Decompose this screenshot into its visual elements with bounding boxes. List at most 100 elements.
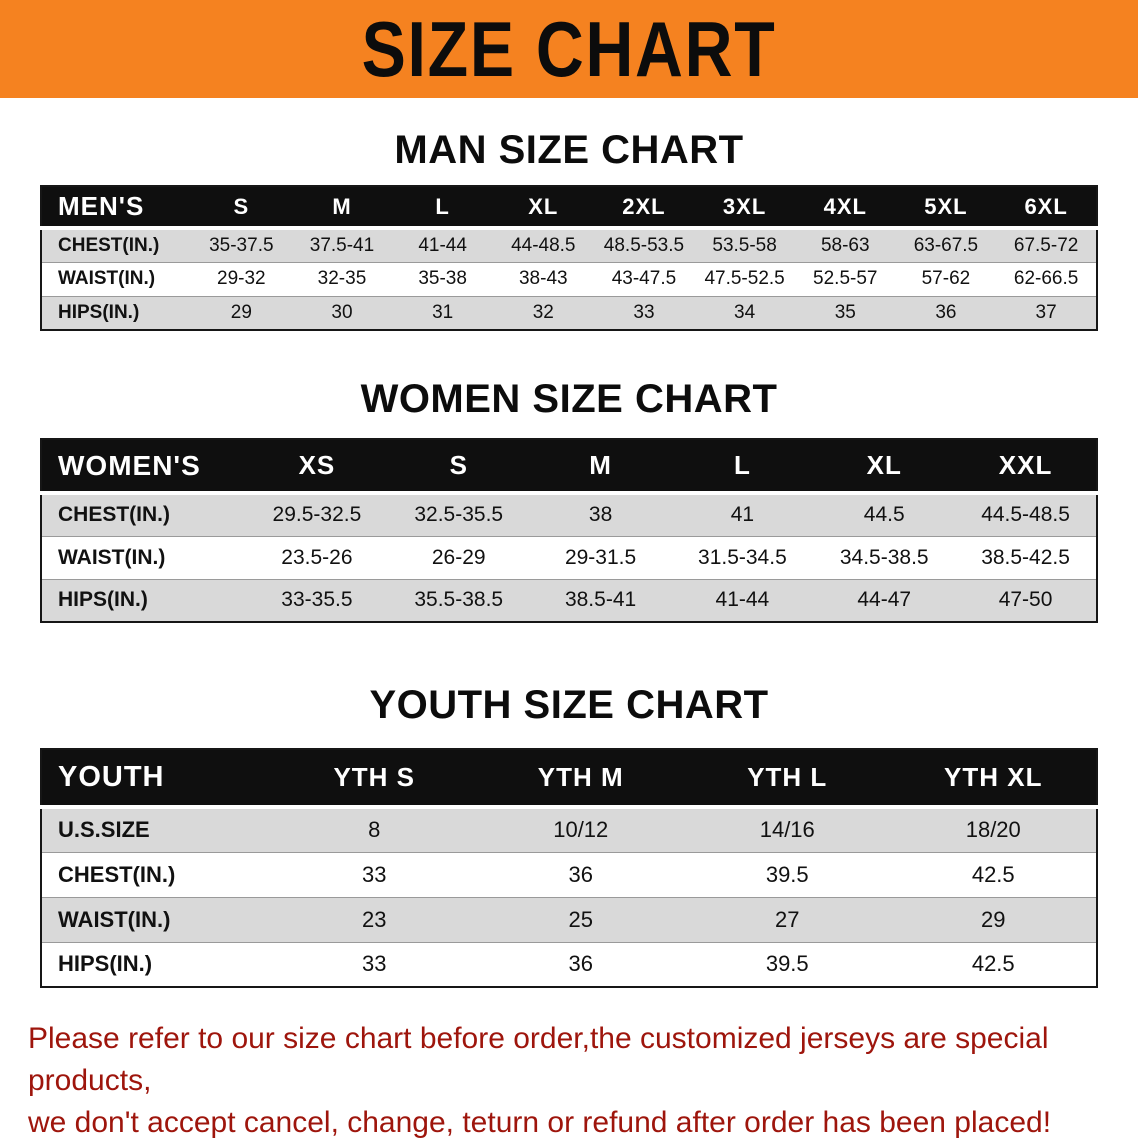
size-cell: 33 bbox=[271, 851, 478, 897]
size-cell: 41 bbox=[671, 492, 814, 536]
size-cell: 42.5 bbox=[890, 941, 1097, 987]
table-title-cell: YOUTH bbox=[41, 749, 271, 809]
size-cell: 67.5-72 bbox=[996, 227, 1097, 262]
column-header: XL bbox=[492, 186, 594, 230]
men-heading: MAN SIZE CHART bbox=[394, 128, 744, 172]
size-cell: 34.5-38.5 bbox=[813, 535, 956, 579]
table-header-row: MEN'S S M L XL 2XL 3XL 4XL 5XL 6XL bbox=[41, 186, 1097, 230]
column-header: L bbox=[671, 439, 814, 495]
table-title-cell: MEN'S bbox=[41, 186, 191, 230]
size-cell: 53.5-58 bbox=[694, 227, 795, 262]
row-label: HIPS(IN.) bbox=[41, 295, 191, 330]
table-row: U.S.SIZE 8 10/12 14/16 18/20 bbox=[41, 806, 1097, 852]
table-header-row: YOUTH YTH S YTH M YTH L YTH XL bbox=[41, 749, 1097, 809]
size-cell: 37 bbox=[996, 295, 1097, 330]
youth-section: YOUTH SIZE CHART YOUTH YTH S YTH M YTH L YTH… bbox=[0, 683, 1138, 988]
size-cell: 34 bbox=[694, 295, 795, 330]
row-label: CHEST(IN.) bbox=[41, 492, 246, 536]
size-cell: 23.5-26 bbox=[246, 535, 388, 579]
banner: SIZE CHART bbox=[0, 0, 1138, 98]
table-title-cell: WOMEN'S bbox=[41, 439, 246, 495]
size-cell: 38 bbox=[529, 492, 672, 536]
size-cell: 29 bbox=[191, 295, 292, 330]
size-cell: 35-38 bbox=[392, 261, 493, 296]
size-cell: 38-43 bbox=[492, 261, 594, 296]
row-label: WAIST(IN.) bbox=[41, 896, 271, 942]
size-cell: 31 bbox=[392, 295, 493, 330]
column-header: XS bbox=[246, 439, 388, 495]
size-cell: 10/12 bbox=[477, 806, 684, 852]
table-row: WAIST(IN.) 23 25 27 29 bbox=[41, 896, 1097, 942]
men-section: MAN SIZE CHART MEN'S S M L XL 2XL 3XL 4XL 5XL 6XL… bbox=[0, 128, 1138, 331]
size-cell: 25 bbox=[477, 896, 684, 942]
column-header: 6XL bbox=[996, 186, 1097, 230]
table-row: HIPS(IN.) 29 30 31 32 33 34 35 36 37 bbox=[41, 295, 1097, 330]
youth-heading: YOUTH SIZE CHART bbox=[369, 683, 769, 727]
size-cell: 52.5-57 bbox=[794, 261, 896, 296]
column-header: YTH M bbox=[477, 749, 684, 809]
size-cell: 29 bbox=[890, 896, 1097, 942]
column-header: 5XL bbox=[895, 186, 997, 230]
column-header: XXL bbox=[955, 439, 1097, 495]
men-size-table: MEN'S S M L XL 2XL 3XL 4XL 5XL 6XL CHEST(IN.) 35-37… bbox=[40, 185, 1098, 331]
table-row: HIPS(IN.) 33 36 39.5 42.5 bbox=[41, 941, 1097, 987]
disclaimer: Please refer to our size chart before or… bbox=[0, 1018, 1138, 1144]
row-label: HIPS(IN.) bbox=[41, 941, 271, 987]
women-size-table: WOMEN'S XS S M L XL XXL CHEST(IN.) 29.5-32.5 32.5… bbox=[40, 438, 1098, 623]
size-cell: 36 bbox=[895, 295, 997, 330]
column-header: L bbox=[392, 186, 493, 230]
size-cell: 44.5-48.5 bbox=[955, 492, 1097, 536]
table-row: CHEST(IN.) 29.5-32.5 32.5-35.5 38 41 44.5 44.5… bbox=[41, 492, 1097, 536]
size-cell: 33 bbox=[271, 941, 478, 987]
size-cell: 58-63 bbox=[794, 227, 896, 262]
size-cell: 39.5 bbox=[684, 941, 891, 987]
size-cell: 14/16 bbox=[684, 806, 891, 852]
row-label: HIPS(IN.) bbox=[41, 578, 246, 622]
women-heading: WOMEN SIZE CHART bbox=[360, 377, 778, 421]
size-table: WOMEN'S XS S M L XL XXL CHEST(IN.) 29.5-32.5 32.5… bbox=[40, 438, 1098, 623]
size-cell: 43-47.5 bbox=[593, 261, 695, 296]
size-cell: 8 bbox=[271, 806, 478, 852]
size-cell: 33-35.5 bbox=[246, 578, 388, 622]
column-header: 4XL bbox=[794, 186, 896, 230]
disclaimer-line-2: we don't accept cancel, change, teturn o… bbox=[28, 1106, 1052, 1139]
size-cell: 38.5-41 bbox=[529, 578, 672, 622]
size-cell: 35-37.5 bbox=[191, 227, 292, 262]
size-cell: 41-44 bbox=[671, 578, 814, 622]
size-cell: 26-29 bbox=[387, 535, 530, 579]
size-cell: 23 bbox=[271, 896, 478, 942]
size-cell: 42.5 bbox=[890, 851, 1097, 897]
size-cell: 29-31.5 bbox=[529, 535, 672, 579]
size-cell: 38.5-42.5 bbox=[955, 535, 1097, 579]
size-cell: 32-35 bbox=[291, 261, 393, 296]
size-cell: 30 bbox=[291, 295, 393, 330]
table-row: WAIST(IN.) 29-32 32-35 35-38 38-43 43-47.5 47.… bbox=[41, 261, 1097, 296]
size-cell: 41-44 bbox=[392, 227, 493, 262]
size-cell: 29.5-32.5 bbox=[246, 492, 388, 536]
size-cell: 31.5-34.5 bbox=[671, 535, 814, 579]
row-label: U.S.SIZE bbox=[41, 806, 271, 852]
size-cell: 18/20 bbox=[890, 806, 1097, 852]
size-cell: 32.5-35.5 bbox=[387, 492, 530, 536]
page-title: SIZE CHART bbox=[361, 4, 777, 93]
size-cell: 39.5 bbox=[684, 851, 891, 897]
size-cell: 32 bbox=[492, 295, 594, 330]
column-header: M bbox=[529, 439, 672, 495]
size-cell: 48.5-53.5 bbox=[593, 227, 695, 262]
size-cell: 35.5-38.5 bbox=[387, 578, 530, 622]
size-cell: 63-67.5 bbox=[895, 227, 997, 262]
column-header: YTH S bbox=[271, 749, 478, 809]
column-header: S bbox=[191, 186, 292, 230]
row-label: WAIST(IN.) bbox=[41, 535, 246, 579]
column-header: 2XL bbox=[593, 186, 695, 230]
table-row: HIPS(IN.) 33-35.5 35.5-38.5 38.5-41 41-44 44-… bbox=[41, 578, 1097, 622]
size-cell: 36 bbox=[477, 941, 684, 987]
column-header: 3XL bbox=[694, 186, 795, 230]
size-cell: 47-50 bbox=[955, 578, 1097, 622]
size-cell: 62-66.5 bbox=[996, 261, 1097, 296]
size-cell: 27 bbox=[684, 896, 891, 942]
column-header: YTH XL bbox=[890, 749, 1097, 809]
table-row: WAIST(IN.) 23.5-26 26-29 29-31.5 31.5-34.5 34… bbox=[41, 535, 1097, 579]
table-row: CHEST(IN.) 35-37.5 37.5-41 41-44 44-48.5 48.5… bbox=[41, 227, 1097, 262]
